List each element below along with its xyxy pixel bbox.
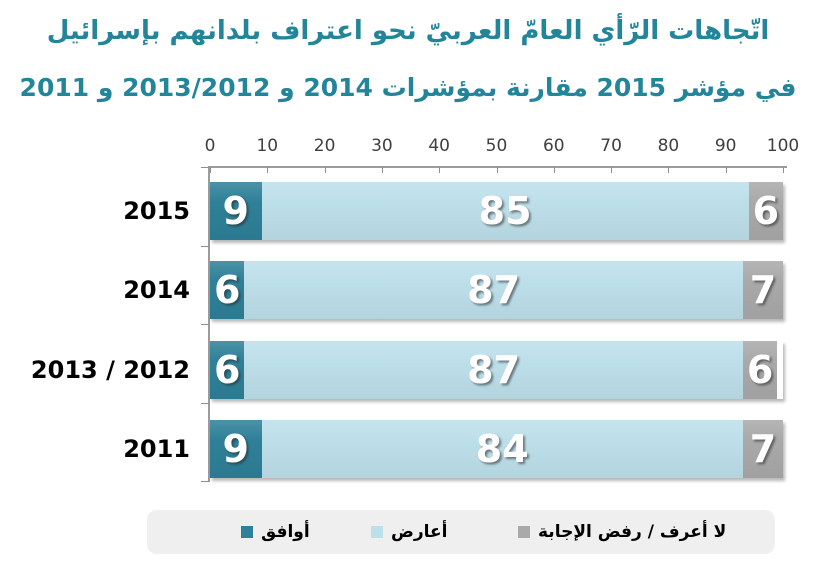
x-axis-tick-label: 100 bbox=[766, 136, 800, 156]
legend-item: لا أعرف / رفض الإجابة bbox=[518, 510, 726, 554]
x-axis-tick-label: 0 bbox=[204, 136, 216, 156]
bar-value-label: 6 bbox=[752, 189, 780, 233]
bar-segment: 6 bbox=[210, 340, 245, 399]
legend: أوافق أعارض لا أعرف / رفض الإجابة bbox=[147, 510, 775, 554]
y-axis-tick-mark bbox=[201, 324, 209, 326]
bar-row: 9 85 6 bbox=[210, 182, 783, 240]
y-axis-tick-mark bbox=[201, 167, 209, 168]
category-label: 2011 bbox=[123, 435, 190, 464]
y-axis-tick-mark bbox=[201, 481, 209, 483]
y-axis-tick-mark bbox=[201, 245, 209, 247]
bar-value-label: 9 bbox=[222, 189, 249, 233]
x-axis-tick-label: 20 bbox=[313, 136, 336, 156]
legend-swatch bbox=[518, 526, 530, 538]
x-axis-tick-label: 60 bbox=[542, 136, 565, 156]
legend-label: لا أعرف / رفض الإجابة bbox=[538, 522, 727, 542]
legend-label: أوافق bbox=[261, 522, 310, 542]
x-axis-tick-label: 10 bbox=[256, 136, 279, 156]
x-axis-tick-label: 70 bbox=[600, 136, 622, 156]
legend-swatch bbox=[371, 526, 383, 538]
bar-row: 6 87 6 bbox=[210, 340, 783, 399]
y-axis-line bbox=[208, 166, 210, 482]
x-axis-tick-mark bbox=[210, 167, 211, 173]
bar-segment: 9 bbox=[210, 182, 262, 240]
bar-segment: 6 bbox=[210, 261, 245, 320]
bar-value-label: 7 bbox=[749, 427, 777, 472]
bar-value-label: 7 bbox=[749, 268, 777, 313]
bar-segment: 9 bbox=[210, 420, 262, 479]
x-axis-tick-label: 90 bbox=[714, 136, 737, 156]
bar-value-label: 84 bbox=[475, 427, 529, 472]
bar-value-label: 87 bbox=[467, 268, 521, 313]
bar-row: 9 84 7 bbox=[210, 420, 783, 479]
chart-title: اتّجاهات الرّأي العامّ العربيّ نحو اعترا… bbox=[0, 12, 816, 106]
bar-segment: 85 bbox=[261, 182, 749, 240]
bar-segment: 6 bbox=[748, 182, 783, 240]
bar-segment: 87 bbox=[244, 261, 743, 320]
bar-segment: 87 bbox=[244, 340, 743, 399]
bar-value-label: 85 bbox=[478, 189, 532, 233]
legend-item: أعارض bbox=[371, 510, 447, 554]
x-axis-tick-mark bbox=[553, 167, 555, 173]
x-axis-tick-mark bbox=[496, 167, 498, 173]
category-label: 2014 bbox=[123, 276, 190, 305]
legend-label: أعارض bbox=[391, 522, 448, 542]
legend-item: أوافق bbox=[241, 510, 310, 554]
x-axis-tick-mark bbox=[668, 167, 670, 173]
x-axis-tick-mark bbox=[725, 167, 727, 173]
bar-value-label: 6 bbox=[746, 347, 774, 392]
x-axis-tick-mark bbox=[611, 167, 613, 173]
x-axis-tick-label: 80 bbox=[657, 136, 680, 156]
bar-segment: 7 bbox=[742, 261, 783, 320]
chart-title-line1: اتّجاهات الرّأي العامّ العربيّ نحو اعترا… bbox=[46, 16, 770, 46]
x-axis-tick-label: 30 bbox=[371, 136, 393, 156]
category-label: 2013 / 2012 bbox=[30, 355, 190, 384]
bar-segment: 84 bbox=[261, 420, 743, 479]
x-axis-tick-mark bbox=[439, 167, 441, 173]
x-axis-tick-mark bbox=[324, 167, 326, 173]
y-axis-tick-mark bbox=[201, 402, 209, 404]
bar-row: 6 87 7 bbox=[210, 261, 783, 320]
category-label: 2015 bbox=[123, 197, 190, 225]
bar-value-label: 9 bbox=[222, 427, 249, 472]
bar-segment: 6 bbox=[742, 340, 778, 399]
x-axis-tick-mark bbox=[381, 167, 383, 173]
bar-value-label: 6 bbox=[213, 268, 241, 313]
x-axis-line bbox=[209, 166, 787, 168]
legend-swatch bbox=[241, 526, 253, 538]
x-axis-tick-mark bbox=[267, 167, 269, 173]
bar-segment: 7 bbox=[742, 420, 783, 479]
bar-value-label: 6 bbox=[213, 347, 241, 392]
bar-value-label: 87 bbox=[467, 347, 521, 392]
x-axis-tick-label: 40 bbox=[428, 136, 450, 156]
chart-title-line2: في مؤشر 2015 مقارنة بمؤشرات 2014 و 2013/… bbox=[19, 73, 797, 102]
x-axis-tick-mark bbox=[783, 167, 784, 173]
x-axis-tick-label: 50 bbox=[485, 136, 508, 156]
